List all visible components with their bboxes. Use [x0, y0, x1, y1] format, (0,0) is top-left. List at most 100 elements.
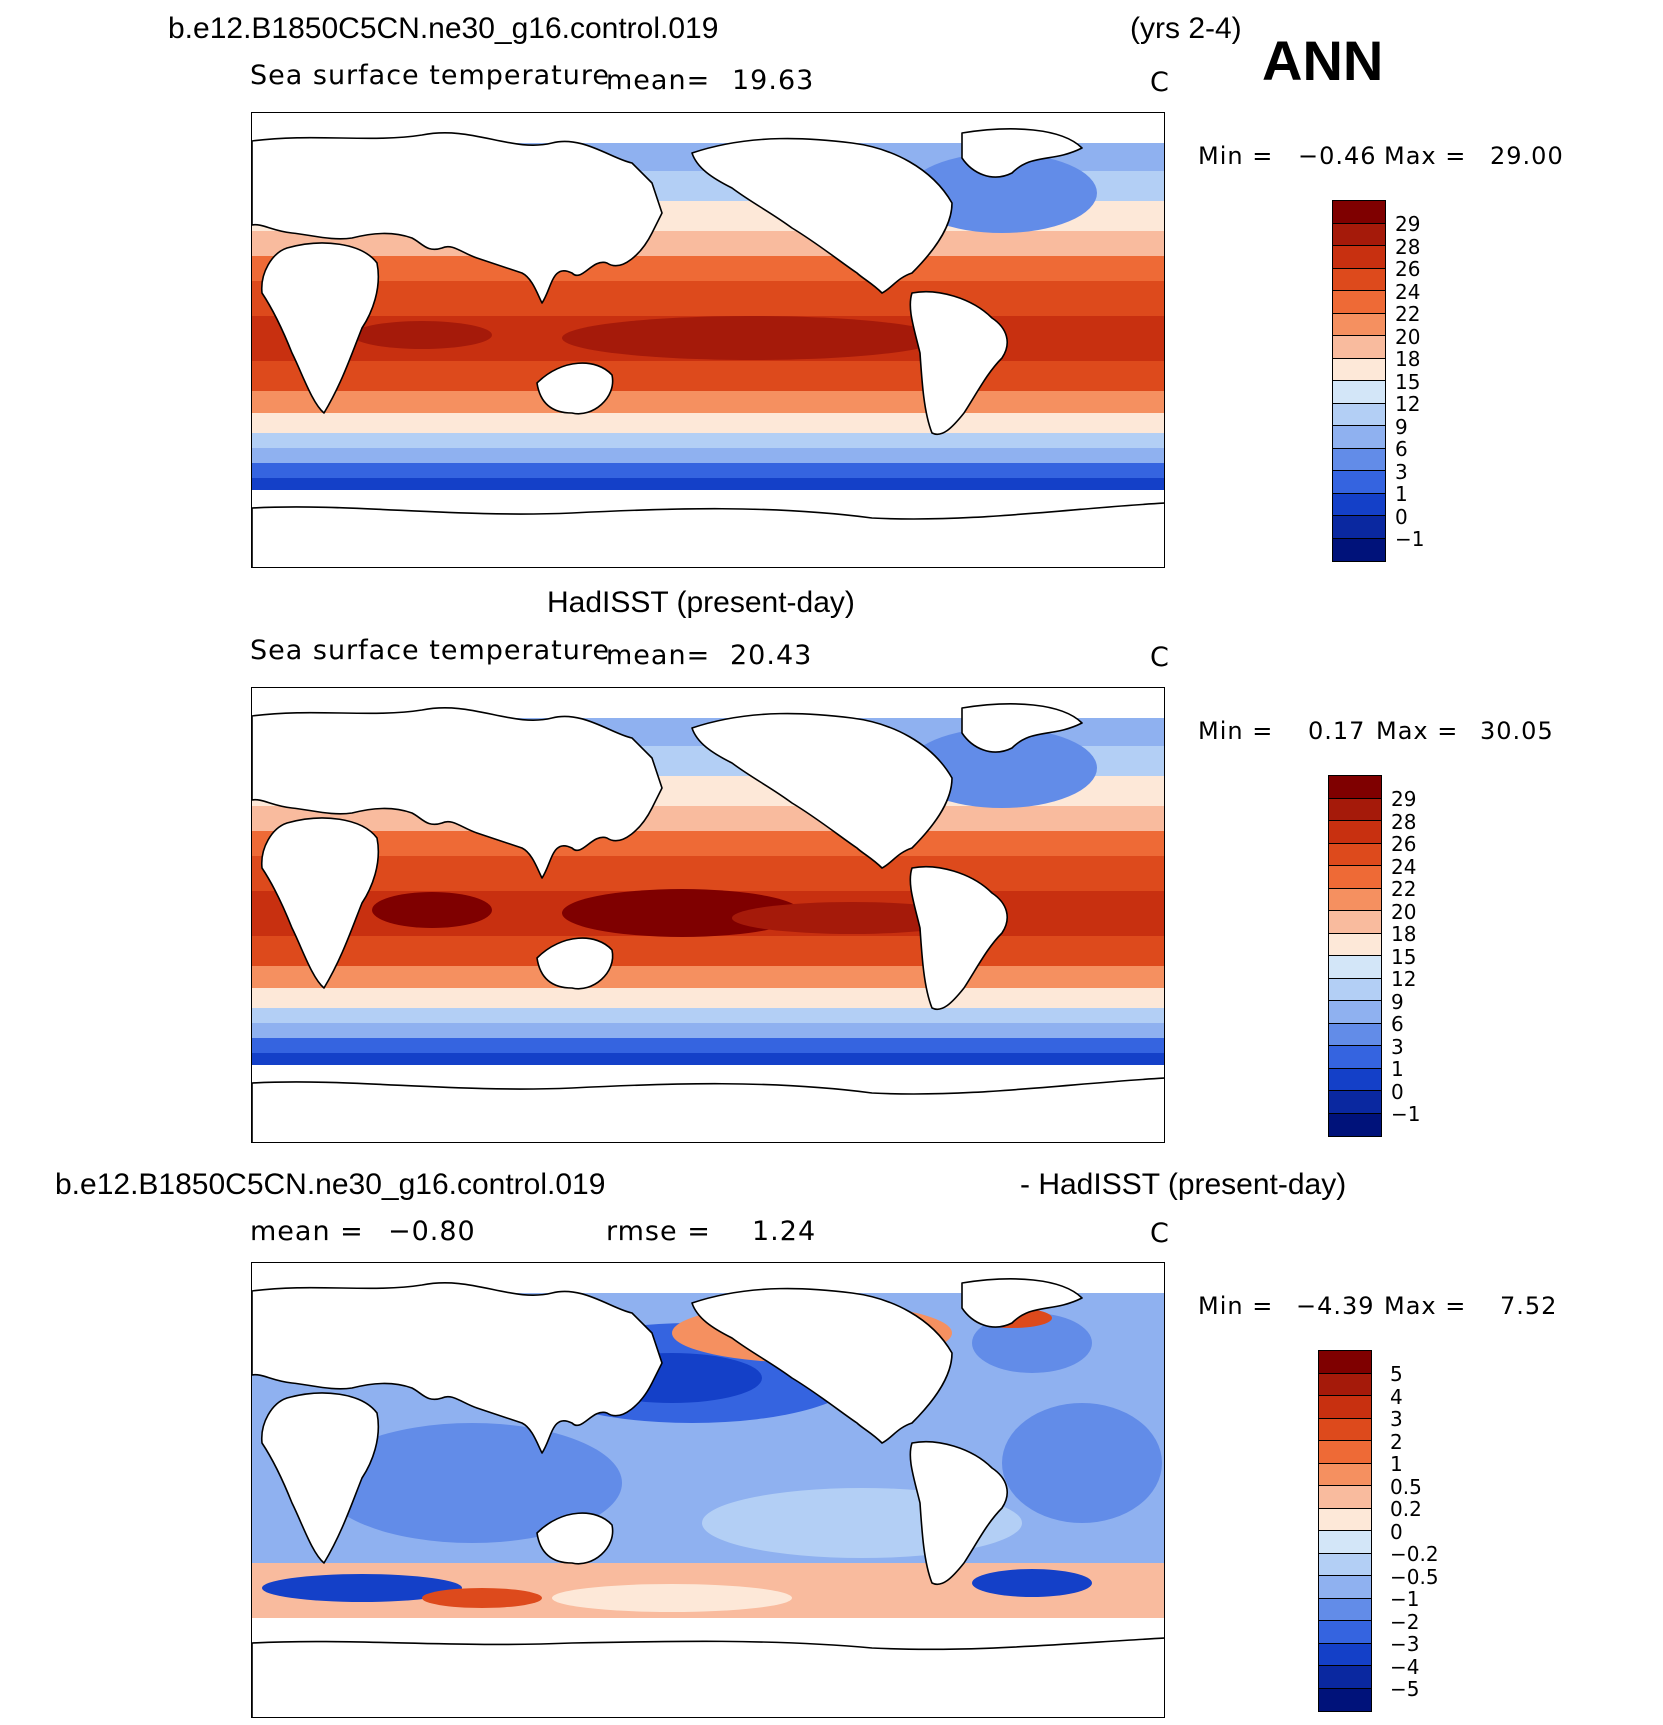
colorbar-tick-label: −0.2	[1390, 1542, 1439, 1566]
colorbar-tick-label: 0.2	[1390, 1497, 1422, 1521]
panel3-title-right: - HadISST (present-day)	[1020, 1168, 1347, 1201]
colorbar-cell	[1329, 888, 1381, 911]
panel3-units: C	[1150, 1218, 1170, 1249]
colorbar-tick-label: −5	[1390, 1677, 1420, 1701]
panel1-min-label: Min =	[1198, 142, 1274, 170]
panel2-variable: Sea surface temperature	[250, 635, 610, 666]
colorbar-cell	[1329, 821, 1381, 844]
colorbar-tick-label: 9	[1395, 414, 1408, 439]
colorbar-cell	[1329, 933, 1381, 956]
colorbar-tick-label: 29	[1391, 787, 1417, 811]
colorbar-tick-label: 26	[1391, 832, 1417, 856]
colorbar-cell	[1319, 1463, 1371, 1486]
colorbar-cell	[1319, 1531, 1371, 1554]
colorbar-tick-label: 24	[1395, 279, 1421, 304]
colorbar-cell	[1333, 493, 1385, 516]
panel1-units: C	[1150, 67, 1170, 98]
colorbar-tick-label: 1	[1391, 1057, 1404, 1081]
panel2-max-label: Max =	[1376, 717, 1459, 745]
panel2-mean-value: 20.43	[730, 640, 813, 671]
colorbar-cell	[1333, 426, 1385, 449]
colorbar-tick-label: −1	[1390, 1587, 1420, 1611]
colorbar-tick-label: 22	[1391, 877, 1417, 901]
colorbar-tick-label: −1	[1391, 1102, 1421, 1126]
colorbar-cell	[1319, 1351, 1371, 1374]
colorbar-cell	[1333, 268, 1385, 291]
colorbar-tick-label: 9	[1391, 989, 1404, 1014]
colorbar-cell	[1333, 403, 1385, 426]
colorbar-tick-label: 12	[1391, 967, 1417, 991]
colorbar-tick-label: 3	[1390, 1407, 1403, 1431]
colorbar-cell	[1329, 1046, 1381, 1069]
colorbar-cell	[1319, 1621, 1371, 1644]
panel1-map	[251, 112, 1165, 568]
colorbar-cell	[1329, 866, 1381, 889]
colorbar-tick-label: 18	[1391, 922, 1417, 946]
colorbar-tick-label: 20	[1395, 324, 1421, 349]
panel2-min-label: Min =	[1198, 717, 1274, 745]
colorbar-tick-label: 6	[1391, 1012, 1404, 1036]
colorbar-cell	[1329, 1113, 1381, 1136]
colorbar-tick-label: 28	[1395, 234, 1421, 259]
colorbar-tick-label: 15	[1391, 944, 1417, 969]
colorbar-tick-label: 24	[1391, 854, 1417, 879]
season-label: ANN	[1262, 29, 1384, 92]
colorbar-cell	[1319, 1418, 1371, 1441]
colorbar-cell	[1329, 798, 1381, 821]
colorbar-cell	[1329, 956, 1381, 979]
panel1-mean-label: mean=	[606, 65, 711, 96]
colorbar-cell	[1333, 358, 1385, 381]
colorbar-tick-label: 2	[1390, 1429, 1403, 1454]
colorbar-tick-label: 1	[1390, 1452, 1403, 1476]
colorbar-tick-label: 18	[1395, 347, 1421, 371]
panel3-title-left: b.e12.B1850C5CN.ne30_g16.control.019	[55, 1168, 606, 1201]
panel2-colorbar	[1328, 775, 1382, 1137]
panel3-rmse-value: 1.24	[752, 1216, 817, 1247]
colorbar-tick-label: 26	[1395, 257, 1421, 281]
colorbar-cell	[1333, 381, 1385, 404]
panel1-colorbar	[1332, 200, 1386, 562]
colorbar-cell	[1319, 1553, 1371, 1576]
panel1-variable: Sea surface temperature	[250, 60, 610, 91]
panel3-min-value: −4.39	[1296, 1292, 1375, 1320]
colorbar-cell	[1333, 246, 1385, 269]
panel3-min-label: Min =	[1198, 1292, 1274, 1320]
colorbar-tick-label: 12	[1395, 392, 1421, 416]
colorbar-tick-label: 22	[1395, 302, 1421, 326]
colorbar-cell	[1329, 1001, 1381, 1024]
colorbar-cell	[1319, 1576, 1371, 1599]
panel2-max-value: 30.05	[1480, 717, 1554, 745]
colorbar-cell	[1319, 1666, 1371, 1689]
colorbar-cell	[1329, 776, 1381, 799]
panel2-mean-label: mean=	[606, 640, 711, 671]
colorbar-tick-label: −1	[1395, 527, 1425, 551]
panel1-map-plot	[252, 113, 1164, 567]
panel1-min-value: −0.46	[1298, 142, 1377, 170]
colorbar-tick-label: −3	[1390, 1632, 1420, 1656]
panel2-map-plot	[252, 688, 1164, 1142]
colorbar-tick-label: −4	[1390, 1654, 1420, 1679]
colorbar-tick-label: 0	[1390, 1519, 1403, 1544]
colorbar-cell	[1333, 336, 1385, 359]
colorbar-cell	[1333, 223, 1385, 246]
colorbar-tick-label: 3	[1391, 1034, 1404, 1059]
panel1-max-label: Max =	[1384, 142, 1467, 170]
panel1-max-value: 29.00	[1490, 142, 1564, 170]
colorbar-tick-label: 3	[1395, 459, 1408, 484]
colorbar-cell	[1329, 843, 1381, 866]
panel3-max-value: 7.52	[1500, 1292, 1558, 1320]
colorbar-cell	[1333, 471, 1385, 494]
colorbar-tick-label: 0.5	[1390, 1474, 1422, 1499]
colorbar-tick-label: 29	[1395, 212, 1421, 236]
colorbar-cell	[1329, 1068, 1381, 1091]
colorbar-cell	[1329, 911, 1381, 934]
panel2-map	[251, 687, 1165, 1143]
colorbar-cell	[1319, 1643, 1371, 1666]
panel3-map-plot	[252, 1263, 1164, 1717]
colorbar-cell	[1319, 1441, 1371, 1464]
panel2-units: C	[1150, 642, 1170, 673]
colorbar-cell	[1333, 448, 1385, 471]
colorbar-tick-label: −2	[1390, 1609, 1420, 1634]
panel1-mean-value: 19.63	[732, 65, 815, 96]
colorbar-cell	[1329, 1023, 1381, 1046]
